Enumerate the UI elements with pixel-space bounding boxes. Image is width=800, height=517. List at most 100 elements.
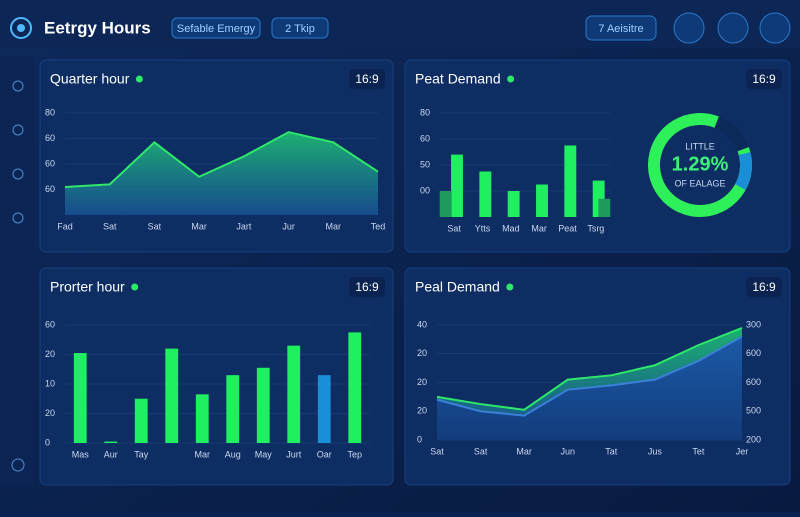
bar bbox=[134, 398, 148, 443]
header-bar bbox=[0, 0, 800, 48]
nav-icon[interactable] bbox=[12, 124, 24, 136]
x-tick-label: Sat bbox=[430, 446, 444, 456]
x-tick-label: Ytts bbox=[475, 223, 491, 233]
nav-icon[interactable] bbox=[12, 168, 24, 180]
status-dot bbox=[506, 283, 514, 291]
action-label[interactable]: 7 Aeisitre bbox=[598, 23, 643, 35]
y-tick-label: 10 bbox=[45, 378, 55, 388]
gauge-caption: OF EALAGE bbox=[674, 178, 725, 188]
x-tick-label: Ted bbox=[371, 221, 386, 231]
x-tick-label: Fad bbox=[57, 221, 73, 231]
x-tick-label: Mar bbox=[195, 449, 211, 459]
x-tick-label: Sat bbox=[474, 446, 488, 456]
y-tick-label: 20 bbox=[417, 406, 427, 416]
panel-title: Prorter hour bbox=[50, 279, 125, 295]
y-tick-label: 0 bbox=[417, 434, 422, 444]
bar bbox=[104, 441, 118, 443]
x-tick-label: Jer bbox=[736, 446, 749, 456]
x-tick-label: Mar bbox=[516, 446, 532, 456]
y2-tick-label: 300 bbox=[746, 319, 761, 329]
y-tick-label: 20 bbox=[45, 349, 55, 359]
panel bbox=[404, 59, 791, 253]
x-tick-label: Mar bbox=[326, 221, 342, 231]
bar bbox=[73, 353, 87, 443]
y-tick-label: 00 bbox=[420, 185, 430, 195]
y2-tick-label: 600 bbox=[746, 348, 761, 358]
logo bbox=[10, 17, 32, 39]
sidebar bbox=[0, 56, 34, 486]
bar bbox=[287, 345, 301, 443]
y2-tick-label: 600 bbox=[746, 377, 761, 387]
tab-label[interactable]: Sefable Emergy bbox=[177, 23, 256, 35]
bar bbox=[598, 198, 611, 217]
x-tick-label: Sat bbox=[103, 221, 117, 231]
x-tick-label: May bbox=[255, 449, 273, 459]
x-tick-label: Aur bbox=[104, 449, 118, 459]
x-tick-label: Mar bbox=[191, 221, 207, 231]
x-tick-label: Tat bbox=[605, 446, 618, 456]
x-tick-label: Tet bbox=[692, 446, 705, 456]
logo-core bbox=[17, 24, 25, 32]
y-tick-label: 20 bbox=[45, 408, 55, 418]
bar bbox=[507, 191, 520, 217]
bar bbox=[439, 191, 452, 217]
panel bbox=[39, 267, 394, 486]
x-tick-label: Oar bbox=[317, 449, 332, 459]
x-tick-label: Jurt bbox=[286, 449, 302, 459]
action-button[interactable] bbox=[585, 15, 657, 41]
panel-title: Peal Demand bbox=[415, 279, 500, 295]
x-tick-label: Tep bbox=[347, 449, 362, 459]
y2-tick-label: 200 bbox=[746, 434, 761, 444]
x-tick-label: Peat bbox=[558, 223, 577, 233]
app-title: Eetrgy Hours bbox=[44, 18, 151, 37]
x-tick-label: Sat bbox=[148, 221, 162, 231]
y-tick-label: 80 bbox=[45, 107, 55, 117]
tab[interactable] bbox=[171, 17, 261, 39]
y2-tick-label: 500 bbox=[746, 406, 761, 416]
badge-label: 16:9 bbox=[752, 280, 776, 294]
bar bbox=[536, 184, 548, 217]
nav-icon[interactable] bbox=[11, 458, 25, 472]
icon-button[interactable] bbox=[717, 12, 749, 44]
line bbox=[436, 335, 743, 417]
bar bbox=[195, 394, 209, 443]
bar bbox=[256, 367, 270, 443]
x-tick-label: Jur bbox=[282, 221, 295, 231]
nav-icon[interactable] bbox=[12, 80, 24, 92]
y-tick-label: 50 bbox=[420, 159, 430, 169]
bar bbox=[564, 145, 577, 217]
line bbox=[436, 326, 743, 411]
bar bbox=[451, 154, 463, 217]
y-tick-label: 40 bbox=[417, 319, 427, 329]
panel-title: Peat Demand bbox=[415, 71, 501, 87]
line bbox=[64, 131, 379, 188]
x-tick-label: Mas bbox=[72, 449, 90, 459]
tab-label[interactable]: 2 Tkip bbox=[285, 23, 315, 35]
bar bbox=[348, 332, 362, 443]
y-tick-label: 60 bbox=[45, 319, 55, 329]
icon-button[interactable] bbox=[759, 12, 791, 44]
y-tick-label: 60 bbox=[45, 158, 55, 168]
gauge-caption: LITTLE bbox=[685, 141, 715, 151]
x-tick-label: Sat bbox=[447, 223, 461, 233]
x-tick-label: Jus bbox=[648, 446, 663, 456]
y-tick-label: 60 bbox=[45, 184, 55, 194]
x-tick-label: Jart bbox=[236, 221, 252, 231]
y-tick-label: 60 bbox=[45, 133, 55, 143]
icon-button[interactable] bbox=[673, 12, 705, 44]
y-tick-label: 60 bbox=[420, 133, 430, 143]
y-tick-label: 20 bbox=[417, 377, 427, 387]
gauge-value: 1.29% bbox=[672, 153, 729, 175]
status-dot bbox=[135, 75, 143, 83]
nav-icon[interactable] bbox=[12, 212, 24, 224]
badge bbox=[746, 277, 782, 297]
panel-title: Quarter hour bbox=[50, 71, 130, 87]
tab[interactable] bbox=[271, 17, 329, 39]
badge bbox=[349, 277, 385, 297]
y-tick-label: 20 bbox=[417, 348, 427, 358]
badge-label: 16:9 bbox=[752, 72, 776, 86]
x-tick-label: Aug bbox=[225, 449, 241, 459]
bar bbox=[165, 348, 179, 443]
x-tick-label: Tay bbox=[134, 449, 149, 459]
